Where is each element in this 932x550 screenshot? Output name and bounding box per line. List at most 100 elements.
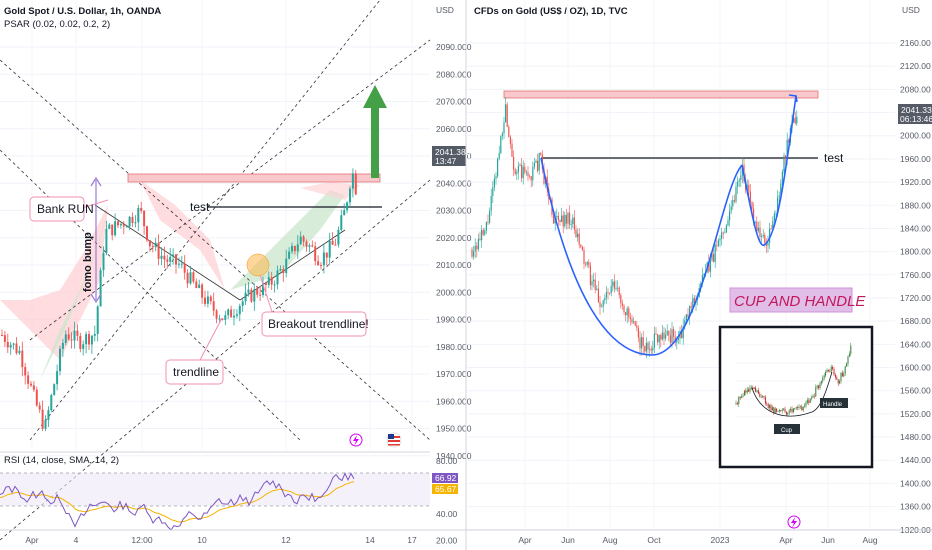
right-resistance-zone bbox=[503, 90, 819, 99]
candle-body bbox=[505, 104, 507, 123]
candle-body bbox=[773, 213, 775, 221]
candle-body bbox=[56, 371, 59, 385]
candle-body bbox=[256, 289, 259, 295]
candle-body bbox=[146, 226, 148, 241]
candle-body bbox=[724, 232, 726, 234]
candle-body bbox=[729, 210, 731, 221]
candle-body bbox=[732, 200, 734, 207]
candle-body bbox=[105, 228, 108, 254]
rsi-sma-box bbox=[432, 484, 458, 494]
inset-candle-body bbox=[752, 387, 754, 390]
inset-candle-body bbox=[784, 408, 786, 412]
right-time-tick: Aug bbox=[862, 535, 877, 545]
inset-candle-body bbox=[825, 372, 827, 376]
candle-body bbox=[657, 334, 659, 343]
candle-body bbox=[477, 238, 479, 250]
candle-body bbox=[641, 337, 643, 349]
candle-body bbox=[224, 315, 227, 320]
candle-body bbox=[47, 410, 50, 420]
candle-body bbox=[511, 143, 513, 157]
candle-body bbox=[665, 334, 667, 339]
us-flag-icon[interactable] bbox=[386, 432, 402, 448]
psar-band-green bbox=[40, 210, 108, 380]
inset-candle-body bbox=[818, 385, 820, 389]
left-price-tick: 2060.000 bbox=[436, 124, 472, 134]
inset-candle-body bbox=[808, 400, 810, 403]
trendline-label: trendline bbox=[173, 365, 219, 379]
candle-body bbox=[238, 305, 241, 315]
candle-body bbox=[230, 309, 233, 318]
candle-body bbox=[650, 348, 652, 351]
candle-body bbox=[506, 104, 508, 127]
candle-body bbox=[21, 350, 24, 368]
inset-candle-body bbox=[792, 408, 794, 413]
right-price-tick: 1920.00 bbox=[900, 177, 931, 187]
candle-body bbox=[709, 260, 711, 272]
right-time-tick: Jun bbox=[561, 535, 575, 545]
candle-body bbox=[114, 221, 117, 236]
candle-body bbox=[788, 139, 790, 143]
candle-body bbox=[701, 275, 703, 284]
inset-candle-body bbox=[844, 366, 846, 374]
candle-body bbox=[593, 279, 595, 282]
right-price-tick: 1440.00 bbox=[900, 455, 931, 465]
psar-band-red bbox=[0, 205, 108, 360]
inset-candle-body bbox=[776, 408, 778, 412]
candle-body bbox=[642, 337, 644, 346]
candle-body bbox=[609, 292, 611, 294]
candle-body bbox=[653, 333, 655, 348]
left-last-price-box: 2041.380 13:47 bbox=[432, 146, 471, 166]
candle-body bbox=[594, 279, 596, 290]
left-price-tick: 1980.000 bbox=[436, 342, 472, 352]
right-lightning-icon[interactable] bbox=[787, 515, 801, 529]
left-indicator-label: PSAR (0.02, 0.02, 0.2, 2) bbox=[4, 19, 110, 30]
candle-body bbox=[102, 253, 105, 271]
candle-body bbox=[748, 184, 750, 192]
inset-candle-body bbox=[778, 409, 780, 412]
candle-body bbox=[201, 284, 204, 298]
candle-body bbox=[628, 308, 630, 318]
candle-body bbox=[9, 344, 12, 348]
left-candles bbox=[1, 168, 357, 432]
candle-body bbox=[108, 224, 111, 229]
candle-body bbox=[617, 287, 619, 289]
candle-body bbox=[1, 335, 3, 337]
inset-candle-body bbox=[801, 406, 803, 411]
candle-body bbox=[778, 195, 780, 198]
candle-body bbox=[189, 272, 192, 284]
candle-body bbox=[519, 164, 521, 167]
lightning-icon[interactable] bbox=[349, 433, 363, 447]
inset-candle-body bbox=[809, 398, 811, 403]
inset-candle-body bbox=[767, 403, 769, 408]
rsi-lines bbox=[0, 472, 355, 531]
inset-candle-body bbox=[743, 390, 745, 396]
inset-candle-body bbox=[764, 397, 766, 404]
inset-candle-body bbox=[762, 396, 764, 398]
left-chart[interactable]: test fomo bump Bank RUN Breakout trendli… bbox=[0, 0, 472, 546]
rsi-value: 66.92 bbox=[435, 473, 457, 483]
fomo-bump-arrow bbox=[90, 176, 102, 304]
right-chart[interactable]: test CFDs on Gold (US$ / OZ), 1D, TVC CU… bbox=[466, 0, 932, 545]
candle-body bbox=[569, 212, 571, 225]
candle-body bbox=[663, 332, 665, 339]
candle-body bbox=[482, 230, 484, 235]
candle-body bbox=[529, 175, 531, 177]
candle-body bbox=[765, 242, 767, 246]
candle-body bbox=[285, 258, 288, 274]
left-price-tick: 2040.000 bbox=[436, 178, 472, 188]
candle-body bbox=[235, 314, 238, 316]
candle-body bbox=[756, 221, 758, 232]
candle-body bbox=[15, 343, 18, 354]
candle-body bbox=[607, 292, 609, 293]
candle-body bbox=[605, 292, 607, 298]
candle-body bbox=[762, 235, 764, 237]
candle-body bbox=[562, 215, 564, 227]
candle-body bbox=[186, 272, 189, 284]
candle-body bbox=[325, 252, 328, 258]
candle-body bbox=[82, 344, 85, 349]
inset-candle-body bbox=[783, 408, 785, 410]
candle-body bbox=[351, 173, 354, 189]
candle-body bbox=[305, 241, 308, 247]
candle-body bbox=[583, 250, 585, 264]
rsi-tick: 80.00 bbox=[436, 456, 458, 466]
